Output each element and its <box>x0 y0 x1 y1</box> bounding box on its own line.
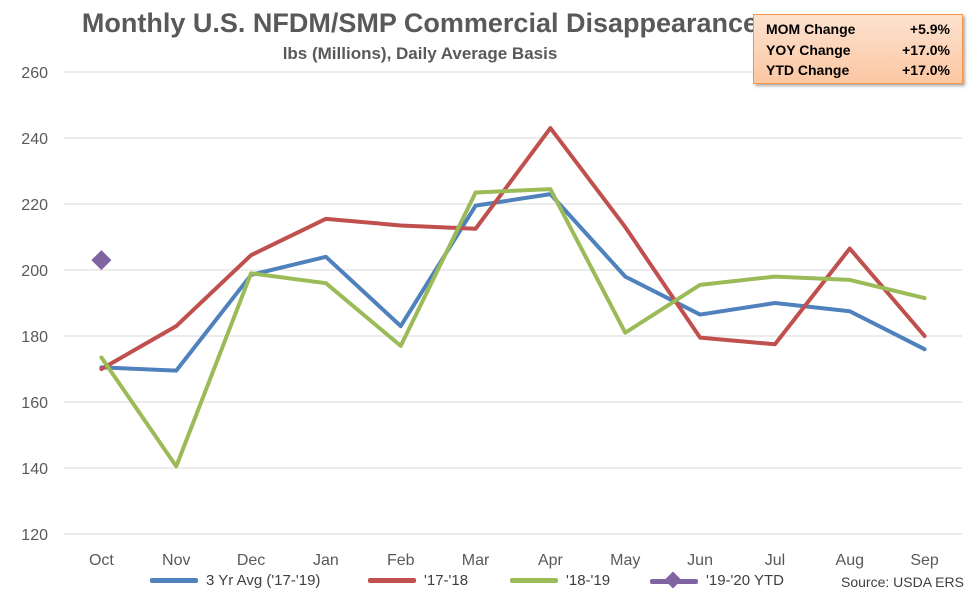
legend-label: 3 Yr Avg ('17-'19) <box>206 572 321 589</box>
stat-value: +17.0% <box>902 41 950 58</box>
x-tick-label: Jan <box>313 552 339 569</box>
y-tick-label: 200 <box>21 263 48 280</box>
legend-swatch <box>150 578 198 583</box>
y-tick-label: 140 <box>21 461 48 478</box>
y-tick-label: 120 <box>21 527 48 544</box>
x-tick-label: Dec <box>237 552 265 569</box>
x-tick-label: Feb <box>387 552 415 569</box>
series-line-2 <box>99 187 927 469</box>
legend-item-19-20-ytd: '19-'20 YTD <box>650 572 784 589</box>
legend-label: '17-'18 <box>424 572 469 589</box>
series-markers <box>91 250 112 271</box>
stats-box: MOM Change +5.9% YOY Change +17.0% YTD C… <box>753 14 963 84</box>
series-3-point-0 <box>91 250 112 271</box>
stat-label: YTD Change <box>766 62 850 78</box>
x-tick-label: May <box>610 552 640 569</box>
y-tick-label: 160 <box>21 395 48 412</box>
legend-swatch <box>510 578 558 583</box>
x-tick-label: Oct <box>89 552 114 569</box>
x-tick-label: Nov <box>162 552 190 569</box>
legend-item-3yr-avg: 3 Yr Avg ('17-'19) <box>150 572 320 589</box>
x-tick-label: Aug <box>836 552 864 569</box>
legend-item-17-18: '17-'18 <box>368 572 468 589</box>
y-axis-tick-labels: 120 140 160 180 200 220 240 260 <box>21 65 48 544</box>
stat-label: MOM Change <box>766 21 856 37</box>
x-tick-label: Sep <box>910 552 939 569</box>
y-tick-label: 220 <box>21 197 48 214</box>
y-tick-label: 180 <box>21 329 48 346</box>
series-line-0 <box>99 192 927 373</box>
x-tick-label: Jul <box>765 552 785 569</box>
legend-swatch <box>368 578 416 583</box>
x-tick-label: Jun <box>687 552 713 569</box>
x-tick-label: Apr <box>538 552 564 569</box>
stat-row-yoy: YOY Change +17.0% <box>766 40 950 61</box>
stat-row-ytd: YTD Change +17.0% <box>766 60 950 81</box>
stat-value: +5.9% <box>909 21 950 37</box>
series-line-1 <box>99 126 927 371</box>
series-lines <box>99 126 927 469</box>
source-note: Source: USDA ERS <box>841 574 964 590</box>
x-tick-label: Mar <box>462 552 490 569</box>
x-axis-tick-labels: Oct Nov Dec Jan Feb Mar Apr May Jun Jul Aug Sep <box>89 552 939 569</box>
y-tick-label: 240 <box>21 131 48 148</box>
legend-item-18-19: '18-'19 <box>510 572 610 589</box>
y-tick-label: 260 <box>21 65 48 82</box>
stat-row-mom: MOM Change +5.9% <box>766 19 950 40</box>
gridlines <box>64 71 962 535</box>
legend-swatch-diamond <box>650 574 698 588</box>
legend-label: '19-'20 YTD <box>706 572 784 589</box>
chart-subtitle: lbs (Millions), Daily Average Basis <box>282 44 558 63</box>
stat-value: +17.0% <box>902 62 950 78</box>
legend-label: '18-'19 <box>566 572 611 589</box>
chart-title: Monthly U.S. NFDM/SMP Commercial Disappe… <box>81 8 759 38</box>
stat-label: YOY Change <box>766 41 851 58</box>
